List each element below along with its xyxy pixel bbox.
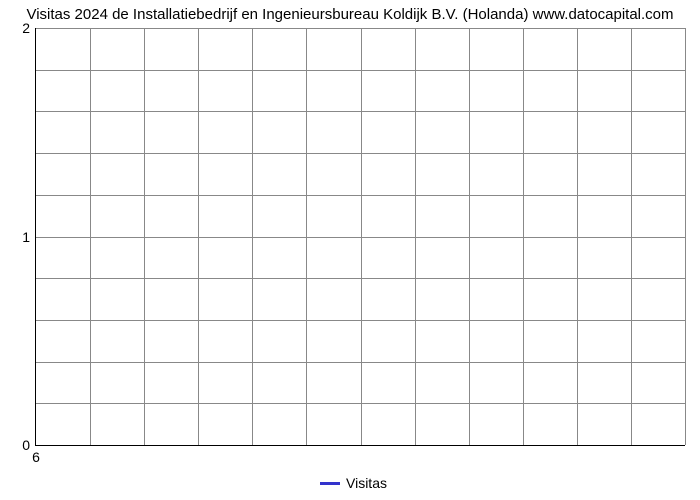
chart-container: Visitas 2024 de Installatiebedrijf en In… [0,0,700,500]
gridline-v [252,28,253,445]
chart-title: Visitas 2024 de Installatiebedrijf en In… [0,6,700,23]
y-tick-label: 0 [22,437,30,453]
gridline-v [685,28,686,445]
legend-swatch [320,482,340,485]
legend: Visitas [320,475,387,491]
gridline-v [631,28,632,445]
gridline-v [415,28,416,445]
x-tick-label: 6 [32,449,40,465]
gridline-v [90,28,91,445]
legend-label: Visitas [346,475,387,491]
gridline-v [577,28,578,445]
y-tick-label: 2 [22,20,30,36]
gridline-v [144,28,145,445]
gridline-v [469,28,470,445]
gridline-v [523,28,524,445]
plot-area: 0126 [35,28,685,446]
gridline-v [306,28,307,445]
gridline-v [361,28,362,445]
y-tick-label: 1 [22,229,30,245]
gridline-v [198,28,199,445]
